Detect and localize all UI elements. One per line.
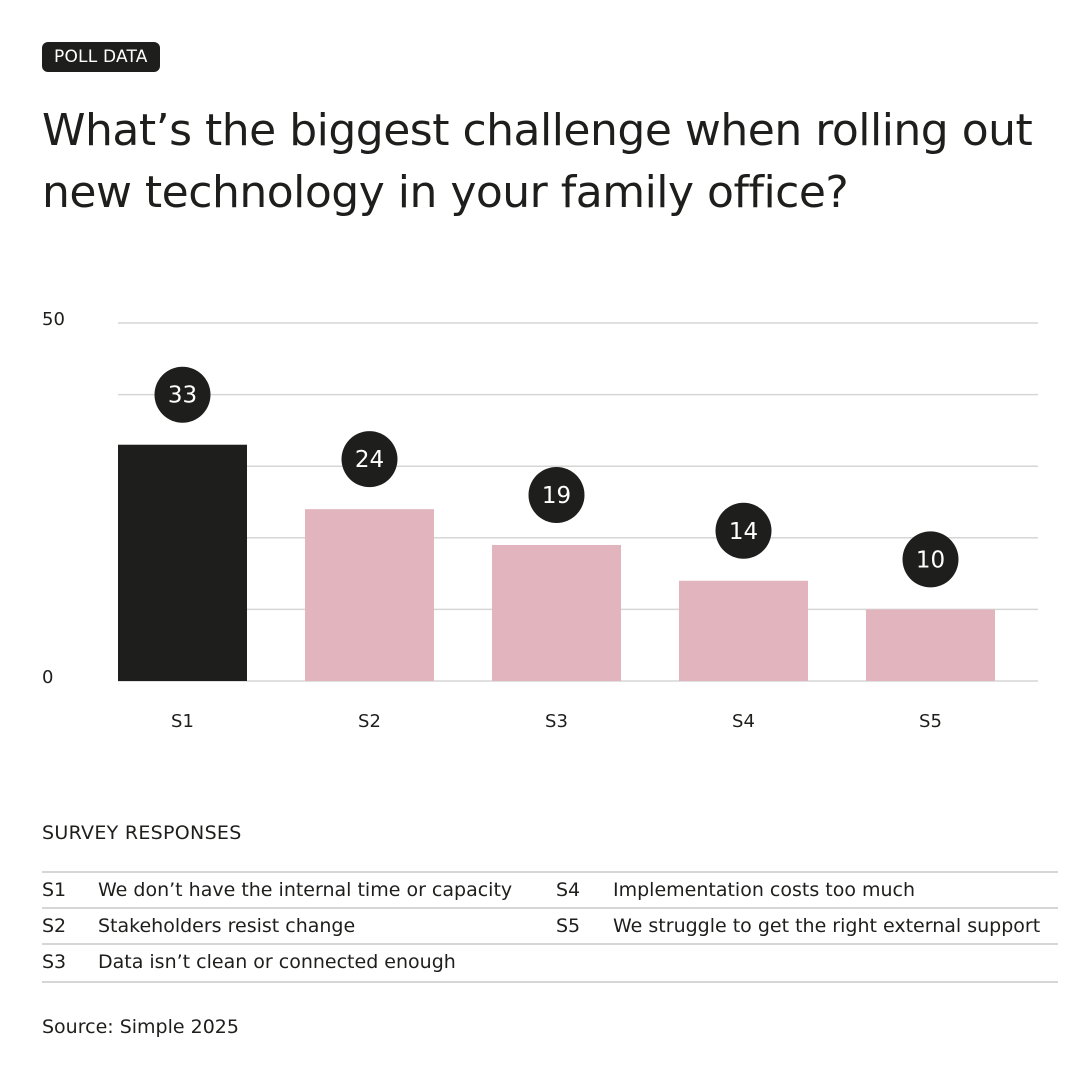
data-label: 33 [168,383,197,409]
data-label: 14 [729,519,758,545]
legend-row: S2 Stakeholders resist change S5 We struggl… [42,907,1058,945]
data-label-bubble [528,466,585,523]
x-tick-label: S1 [171,711,194,732]
data-label: 24 [355,447,384,473]
legend-row: S1 We don’t have the internal time or cap… [42,871,1058,909]
data-label-bubble [154,366,211,423]
legend-text: Stakeholders resist change [98,915,356,937]
legend-code: S4 [556,879,581,901]
legend-text: Implementation costs too much [613,879,916,901]
bar-s4 [679,580,808,681]
legend-code: S2 [42,915,67,937]
legend-heading: SURVEY RESPONSES [42,822,242,844]
y-tick-label: 50 [42,309,65,330]
bar-chart: 0 50 33 S1 24 S2 19 S3 14 S4 10 S5 [42,309,1038,732]
chart-title: What’s the biggest challenge when rollin… [42,105,1033,218]
bar-s2 [305,509,434,681]
legend-code: S3 [42,951,67,973]
data-label-bubble [341,431,398,488]
x-tick-label: S5 [919,711,942,732]
data-label: 19 [542,483,571,509]
data-label: 10 [916,547,945,573]
source-note: Source: Simple 2025 [42,1016,239,1038]
legend-code: S1 [42,879,67,901]
data-label-bubble [902,531,959,588]
y-tick-label: 0 [42,667,53,688]
legend-code: S5 [556,915,581,937]
legend-text: Data isn’t clean or connected enough [98,951,456,973]
x-tick-label: S3 [545,711,568,732]
x-tick-label: S2 [358,711,381,732]
bar-s1 [118,444,247,681]
data-label-bubble [715,502,772,559]
bar-s5 [866,609,995,681]
poll-data-badge: POLL DATA [42,42,160,72]
legend-text: We don’t have the internal time or capac… [98,879,513,901]
legend-row: S3 Data isn’t clean or connected enough [42,943,1058,983]
legend-text: We struggle to get the right external su… [613,915,1041,937]
x-tick-label: S4 [732,711,755,732]
bar-s3 [492,544,621,681]
